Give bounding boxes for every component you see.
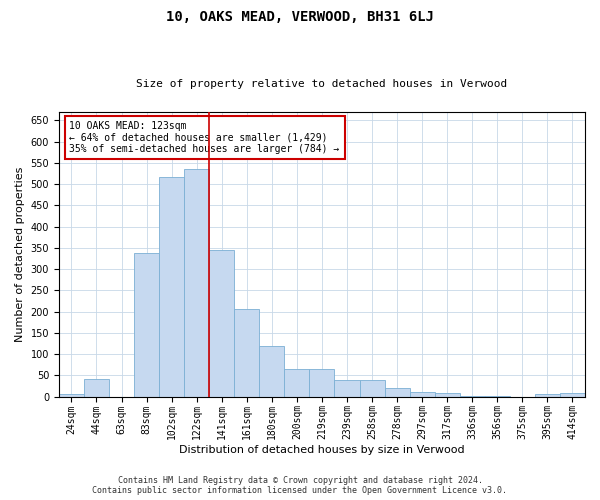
Bar bbox=[334, 380, 359, 396]
Bar bbox=[385, 388, 410, 396]
Bar bbox=[434, 393, 460, 396]
Text: Contains HM Land Registry data © Crown copyright and database right 2024.
Contai: Contains HM Land Registry data © Crown c… bbox=[92, 476, 508, 495]
Y-axis label: Number of detached properties: Number of detached properties bbox=[15, 166, 25, 342]
Bar bbox=[560, 393, 585, 396]
Title: Size of property relative to detached houses in Verwood: Size of property relative to detached ho… bbox=[136, 79, 508, 89]
Bar bbox=[535, 394, 560, 396]
Bar bbox=[184, 170, 209, 396]
Bar bbox=[134, 253, 159, 396]
Bar bbox=[359, 380, 385, 396]
Bar bbox=[84, 378, 109, 396]
Text: 10 OAKS MEAD: 123sqm
← 64% of detached houses are smaller (1,429)
35% of semi-de: 10 OAKS MEAD: 123sqm ← 64% of detached h… bbox=[70, 120, 340, 154]
Bar bbox=[234, 310, 259, 396]
Bar bbox=[410, 392, 434, 396]
Bar bbox=[209, 250, 234, 396]
Text: 10, OAKS MEAD, VERWOOD, BH31 6LJ: 10, OAKS MEAD, VERWOOD, BH31 6LJ bbox=[166, 10, 434, 24]
X-axis label: Distribution of detached houses by size in Verwood: Distribution of detached houses by size … bbox=[179, 445, 465, 455]
Bar bbox=[284, 369, 310, 396]
Bar bbox=[310, 369, 334, 396]
Bar bbox=[159, 177, 184, 396]
Bar bbox=[59, 394, 84, 396]
Bar bbox=[259, 346, 284, 397]
